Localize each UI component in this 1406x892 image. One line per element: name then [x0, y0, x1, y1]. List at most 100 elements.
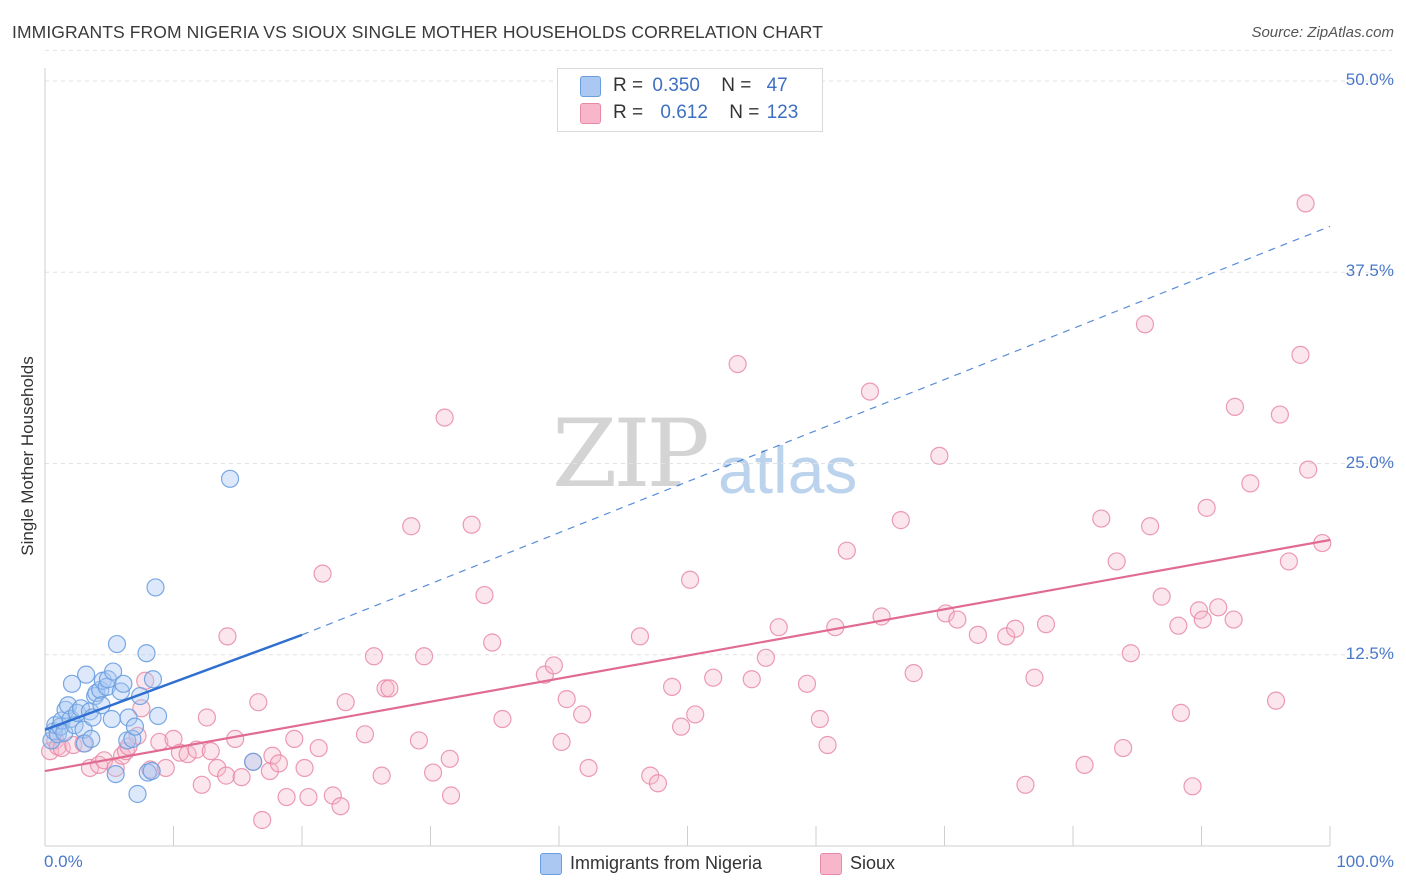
nigeria-point	[220, 469, 240, 488]
sioux-point	[1025, 668, 1044, 687]
nigeria-point	[119, 708, 138, 727]
sioux-point	[269, 754, 288, 773]
sioux-point	[1225, 397, 1245, 416]
sioux-point	[557, 690, 576, 709]
n-value: 47	[766, 75, 788, 96]
sioux-point	[201, 742, 220, 761]
sioux-point	[552, 732, 571, 752]
sioux-point	[1183, 777, 1202, 796]
sioux-point	[573, 705, 592, 724]
sioux-point	[686, 705, 705, 724]
sioux-point	[704, 668, 723, 687]
sioux-point	[1016, 775, 1035, 794]
sioux-point	[309, 738, 328, 758]
sioux-point	[1189, 601, 1209, 620]
y-tick-label: 12.5%	[1345, 643, 1394, 663]
sioux-point	[641, 766, 660, 785]
sioux-point	[1224, 610, 1243, 629]
sioux-point	[197, 708, 217, 727]
sioux-point	[253, 810, 272, 830]
sioux-point	[380, 679, 399, 698]
sioux-point	[1171, 703, 1191, 722]
r-label: R =	[613, 75, 644, 96]
sioux-point	[355, 725, 375, 744]
sioux-point	[1197, 498, 1216, 517]
sioux-point	[904, 664, 923, 683]
chart-title: IMMIGRANTS FROM NIGERIA VS SIOUX SINGLE …	[12, 22, 823, 42]
sioux-point	[376, 679, 395, 698]
nigeria-point	[102, 709, 121, 729]
legend-label-sioux: Sioux	[850, 853, 896, 873]
nigeria-point	[77, 665, 96, 684]
sioux-point	[1270, 405, 1289, 424]
r-value: 0.612	[660, 102, 708, 123]
nigeria-point	[75, 734, 94, 753]
stats-legend: R = 0.350 N = 47 R = 0.612 N = 123	[557, 68, 823, 132]
nigeria-trend-line	[44, 633, 303, 731]
sioux-point	[837, 541, 856, 560]
nigeria-point	[143, 670, 163, 689]
sioux-point	[1036, 615, 1056, 634]
sioux-point	[1299, 460, 1318, 479]
sioux-point	[277, 787, 296, 807]
sioux-trend-line	[44, 538, 1331, 773]
sioux-point	[1114, 738, 1133, 758]
sioux-point	[483, 633, 502, 652]
r-label: R =	[613, 102, 644, 123]
nigeria-point	[104, 662, 123, 681]
sioux-point	[364, 647, 384, 666]
sioux-point	[218, 627, 237, 646]
sioux-point	[728, 354, 747, 374]
sioux-point	[1193, 610, 1212, 629]
nigeria-point	[146, 578, 165, 597]
sioux-point	[1296, 194, 1315, 213]
sioux-point	[423, 763, 443, 782]
sioux-point	[1291, 345, 1310, 364]
y-tick-label: 50.0%	[1345, 70, 1394, 89]
sioux-point	[462, 515, 481, 534]
sioux-point	[769, 618, 788, 637]
nigeria-point	[62, 674, 82, 693]
nigeria-point	[106, 764, 125, 784]
sioux-point	[493, 709, 512, 729]
r-value: 0.350	[652, 75, 700, 96]
sioux-point	[797, 674, 817, 693]
nigeria-point	[148, 706, 168, 726]
sioux-point	[818, 735, 837, 755]
sioux-point	[891, 511, 910, 530]
sioux-point	[671, 717, 691, 736]
sioux-point	[156, 758, 175, 778]
n-value: 123	[766, 102, 799, 123]
sioux-point	[336, 693, 355, 712]
sioux-point	[1135, 315, 1155, 334]
sioux-point	[402, 517, 421, 536]
sioux-point	[440, 749, 459, 768]
sioux-point	[1266, 691, 1286, 710]
x-tick-label-max: 100.0%	[1336, 852, 1394, 871]
sioux-point	[948, 610, 967, 629]
sioux-point	[1279, 552, 1298, 571]
nigeria-legend-swatch	[540, 853, 562, 875]
watermark-zip: ZIP	[552, 400, 710, 509]
sioux-point	[968, 625, 988, 644]
sioux-point	[810, 709, 829, 729]
sioux-point	[544, 656, 563, 675]
sioux-point	[299, 787, 318, 807]
nigeria-trend-extension	[301, 225, 1331, 636]
sioux-point	[680, 570, 700, 589]
sioux-point	[1006, 619, 1025, 638]
sioux-point	[232, 768, 251, 787]
nigeria-point	[137, 644, 156, 663]
sioux-point	[192, 775, 211, 794]
nigeria-swatch	[580, 76, 601, 97]
sioux-point	[217, 766, 236, 785]
sioux-point	[441, 786, 461, 805]
sioux-point	[1140, 517, 1160, 536]
sioux-point	[1107, 552, 1126, 571]
sioux-point	[414, 647, 434, 666]
nigeria-point	[107, 634, 127, 654]
sioux-point	[860, 382, 880, 401]
sioux-point	[1241, 474, 1260, 493]
source-label: Source: ZipAtlas.com	[1251, 24, 1394, 41]
